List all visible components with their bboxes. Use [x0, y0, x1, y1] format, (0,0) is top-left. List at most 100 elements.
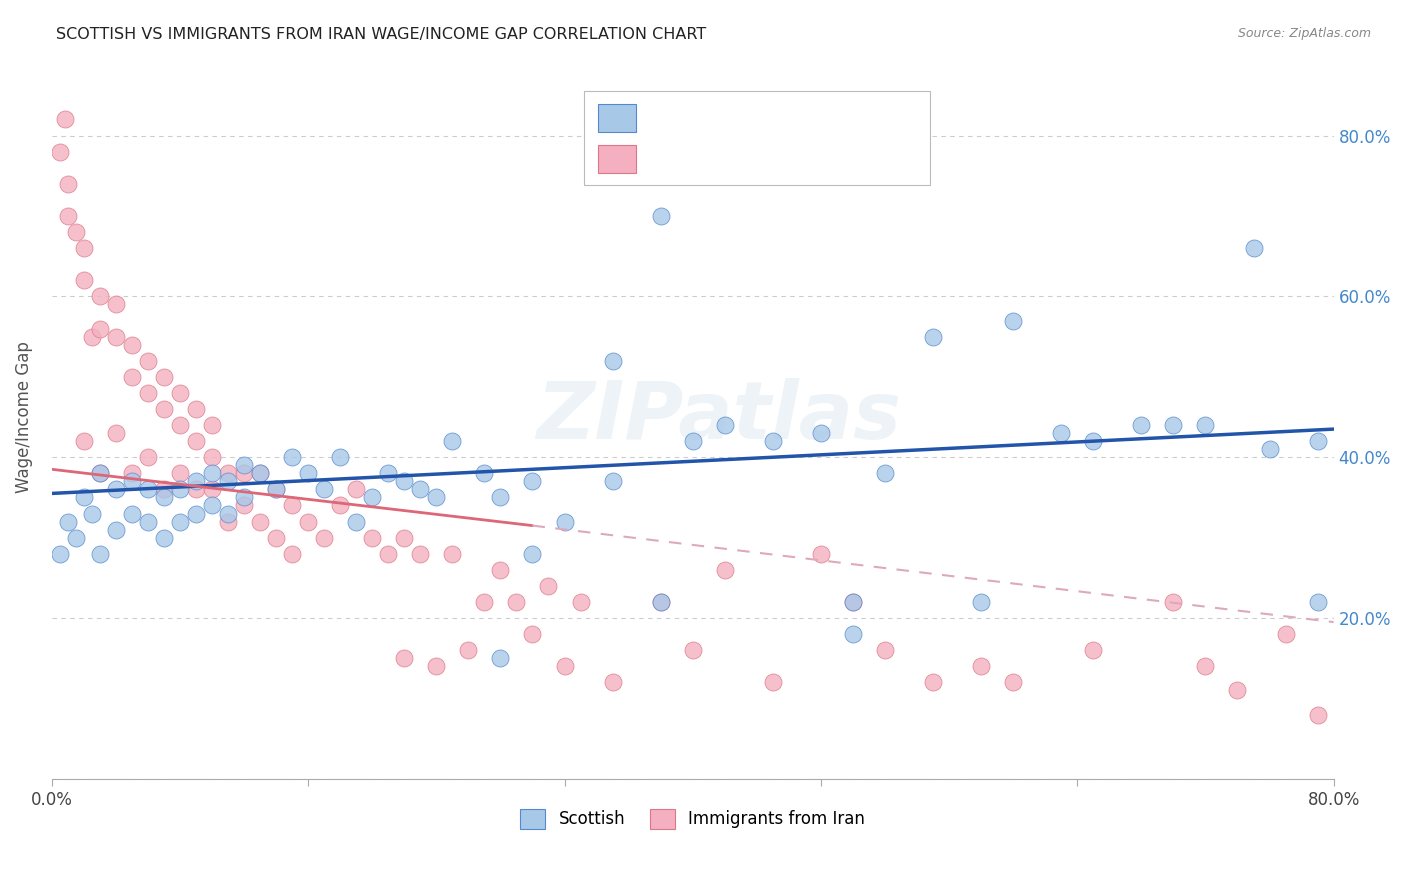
- Point: [121, 475, 143, 489]
- Point: [53, 112, 76, 127]
- Point: [169, 483, 191, 497]
- Point: [842, 595, 865, 609]
- Point: [1194, 418, 1216, 433]
- Point: [104, 483, 127, 497]
- Point: [1306, 595, 1329, 609]
- Point: [377, 467, 399, 481]
- Point: [249, 467, 271, 481]
- Point: [104, 523, 127, 537]
- Point: [873, 467, 896, 481]
- Point: [505, 595, 527, 609]
- Point: [184, 475, 207, 489]
- Point: [201, 483, 224, 497]
- Point: [184, 402, 207, 417]
- Point: [201, 418, 224, 433]
- Point: [56, 209, 79, 223]
- Point: [73, 273, 96, 287]
- Point: [553, 659, 575, 673]
- Point: [713, 563, 735, 577]
- Text: SCOTTISH VS IMMIGRANTS FROM IRAN WAGE/INCOME GAP CORRELATION CHART: SCOTTISH VS IMMIGRANTS FROM IRAN WAGE/IN…: [56, 27, 706, 42]
- Point: [1130, 418, 1153, 433]
- Point: [89, 547, 111, 561]
- Point: [217, 475, 239, 489]
- Point: [873, 643, 896, 657]
- Point: [842, 595, 865, 609]
- Point: [922, 329, 945, 343]
- Point: [1306, 434, 1329, 449]
- Point: [1002, 675, 1025, 690]
- Point: [394, 531, 416, 545]
- Point: [522, 627, 544, 641]
- Point: [169, 418, 191, 433]
- Point: [49, 145, 72, 159]
- Point: [344, 483, 367, 497]
- Point: [249, 515, 271, 529]
- Point: [121, 467, 143, 481]
- Point: [489, 651, 512, 665]
- Point: [89, 289, 111, 303]
- Point: [425, 659, 447, 673]
- Point: [89, 467, 111, 481]
- Point: [377, 547, 399, 561]
- Point: [1083, 434, 1105, 449]
- Point: [1243, 241, 1265, 255]
- Point: [602, 675, 624, 690]
- Point: [184, 507, 207, 521]
- Point: [842, 627, 865, 641]
- Point: [522, 475, 544, 489]
- Point: [136, 515, 159, 529]
- Point: [153, 531, 176, 545]
- Point: [233, 499, 256, 513]
- Point: [121, 337, 143, 351]
- Point: [264, 531, 287, 545]
- Legend: Scottish, Immigrants from Iran: Scottish, Immigrants from Iran: [513, 802, 872, 836]
- Point: [650, 595, 672, 609]
- Point: [136, 483, 159, 497]
- Point: [136, 450, 159, 465]
- Point: [314, 531, 336, 545]
- Point: [49, 547, 72, 561]
- Point: [489, 491, 512, 505]
- Point: [297, 515, 319, 529]
- Point: [569, 595, 592, 609]
- Point: [1163, 595, 1185, 609]
- Point: [153, 491, 176, 505]
- Point: [394, 475, 416, 489]
- Point: [922, 675, 945, 690]
- Point: [65, 531, 87, 545]
- Point: [344, 515, 367, 529]
- Point: [136, 353, 159, 368]
- Point: [474, 595, 496, 609]
- Point: [201, 450, 224, 465]
- Point: [522, 547, 544, 561]
- Point: [537, 579, 560, 593]
- Point: [249, 467, 271, 481]
- Point: [329, 450, 352, 465]
- Point: [65, 225, 87, 239]
- Point: [184, 434, 207, 449]
- Point: [217, 507, 239, 521]
- Point: [1083, 643, 1105, 657]
- Point: [281, 450, 304, 465]
- Point: [169, 385, 191, 400]
- Point: [441, 434, 464, 449]
- Point: [169, 515, 191, 529]
- Point: [970, 595, 993, 609]
- Point: [441, 547, 464, 561]
- Point: [136, 385, 159, 400]
- Point: [1194, 659, 1216, 673]
- Point: [281, 499, 304, 513]
- Point: [602, 475, 624, 489]
- Point: [409, 483, 432, 497]
- Point: [201, 467, 224, 481]
- Point: [314, 483, 336, 497]
- Point: [602, 353, 624, 368]
- Point: [762, 675, 785, 690]
- Y-axis label: Wage/Income Gap: Wage/Income Gap: [15, 341, 32, 493]
- Point: [217, 467, 239, 481]
- Point: [457, 643, 479, 657]
- Point: [361, 531, 384, 545]
- Point: [73, 434, 96, 449]
- Point: [56, 515, 79, 529]
- Point: [217, 515, 239, 529]
